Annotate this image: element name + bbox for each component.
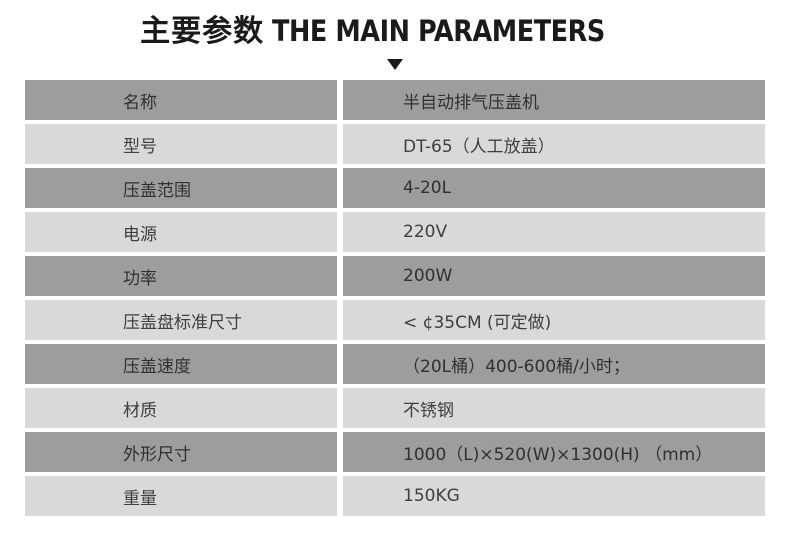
parameter-label: 材质 [25,388,337,428]
parameters-table: 名称 半自动排气压盖机 型号 DT-65（人工放盖） 压盖范围 4-20L 电源… [25,80,765,516]
parameter-label: 名称 [25,80,337,120]
table-row: 功率 200W [25,256,765,296]
parameter-value: < ¢35CM (可定做) [343,300,765,340]
table-row: 外形尺寸 1000（L)×520(W)×1300(H) （mm） [25,432,765,472]
table-row: 型号 DT-65（人工放盖） [25,124,765,164]
parameter-label: 压盖盘标准尺寸 [25,300,337,340]
parameter-value: 200W [343,256,765,296]
table-row: 电源 220V [25,212,765,252]
parameter-label: 型号 [25,124,337,164]
parameter-label: 外形尺寸 [25,432,337,472]
parameter-value: 半自动排气压盖机 [343,80,765,120]
table-row: 材质 不锈钢 [25,388,765,428]
table-row: 压盖速度 （20L桶）400-600桶/小时； [25,344,765,384]
down-triangle-icon [387,59,403,70]
parameter-value: 220V [343,212,765,252]
table-row: 重量 150KG [25,476,765,516]
parameter-label: 电源 [25,212,337,252]
table-row: 压盖范围 4-20L [25,168,765,208]
parameter-label: 功率 [25,256,337,296]
parameter-label: 重量 [25,476,337,516]
parameter-value: 4-20L [343,168,765,208]
parameter-value: 150KG [343,476,765,516]
page-title-english: THE MAIN PARAMETERS [271,14,605,48]
page-header: 主要参数 THE MAIN PARAMETERS [0,0,790,70]
parameter-value: 1000（L)×520(W)×1300(H) （mm） [343,432,765,472]
page-title-chinese: 主要参数 [140,14,265,49]
parameter-label: 压盖速度 [25,344,337,384]
table-row: 压盖盘标准尺寸 < ¢35CM (可定做) [25,300,765,340]
parameter-value: DT-65（人工放盖） [343,124,765,164]
parameter-label: 压盖范围 [25,168,337,208]
parameter-value: 不锈钢 [343,388,765,428]
parameter-value: （20L桶）400-600桶/小时； [343,344,765,384]
table-row: 名称 半自动排气压盖机 [25,80,765,120]
page-title: 主要参数 THE MAIN PARAMETERS [0,13,790,54]
